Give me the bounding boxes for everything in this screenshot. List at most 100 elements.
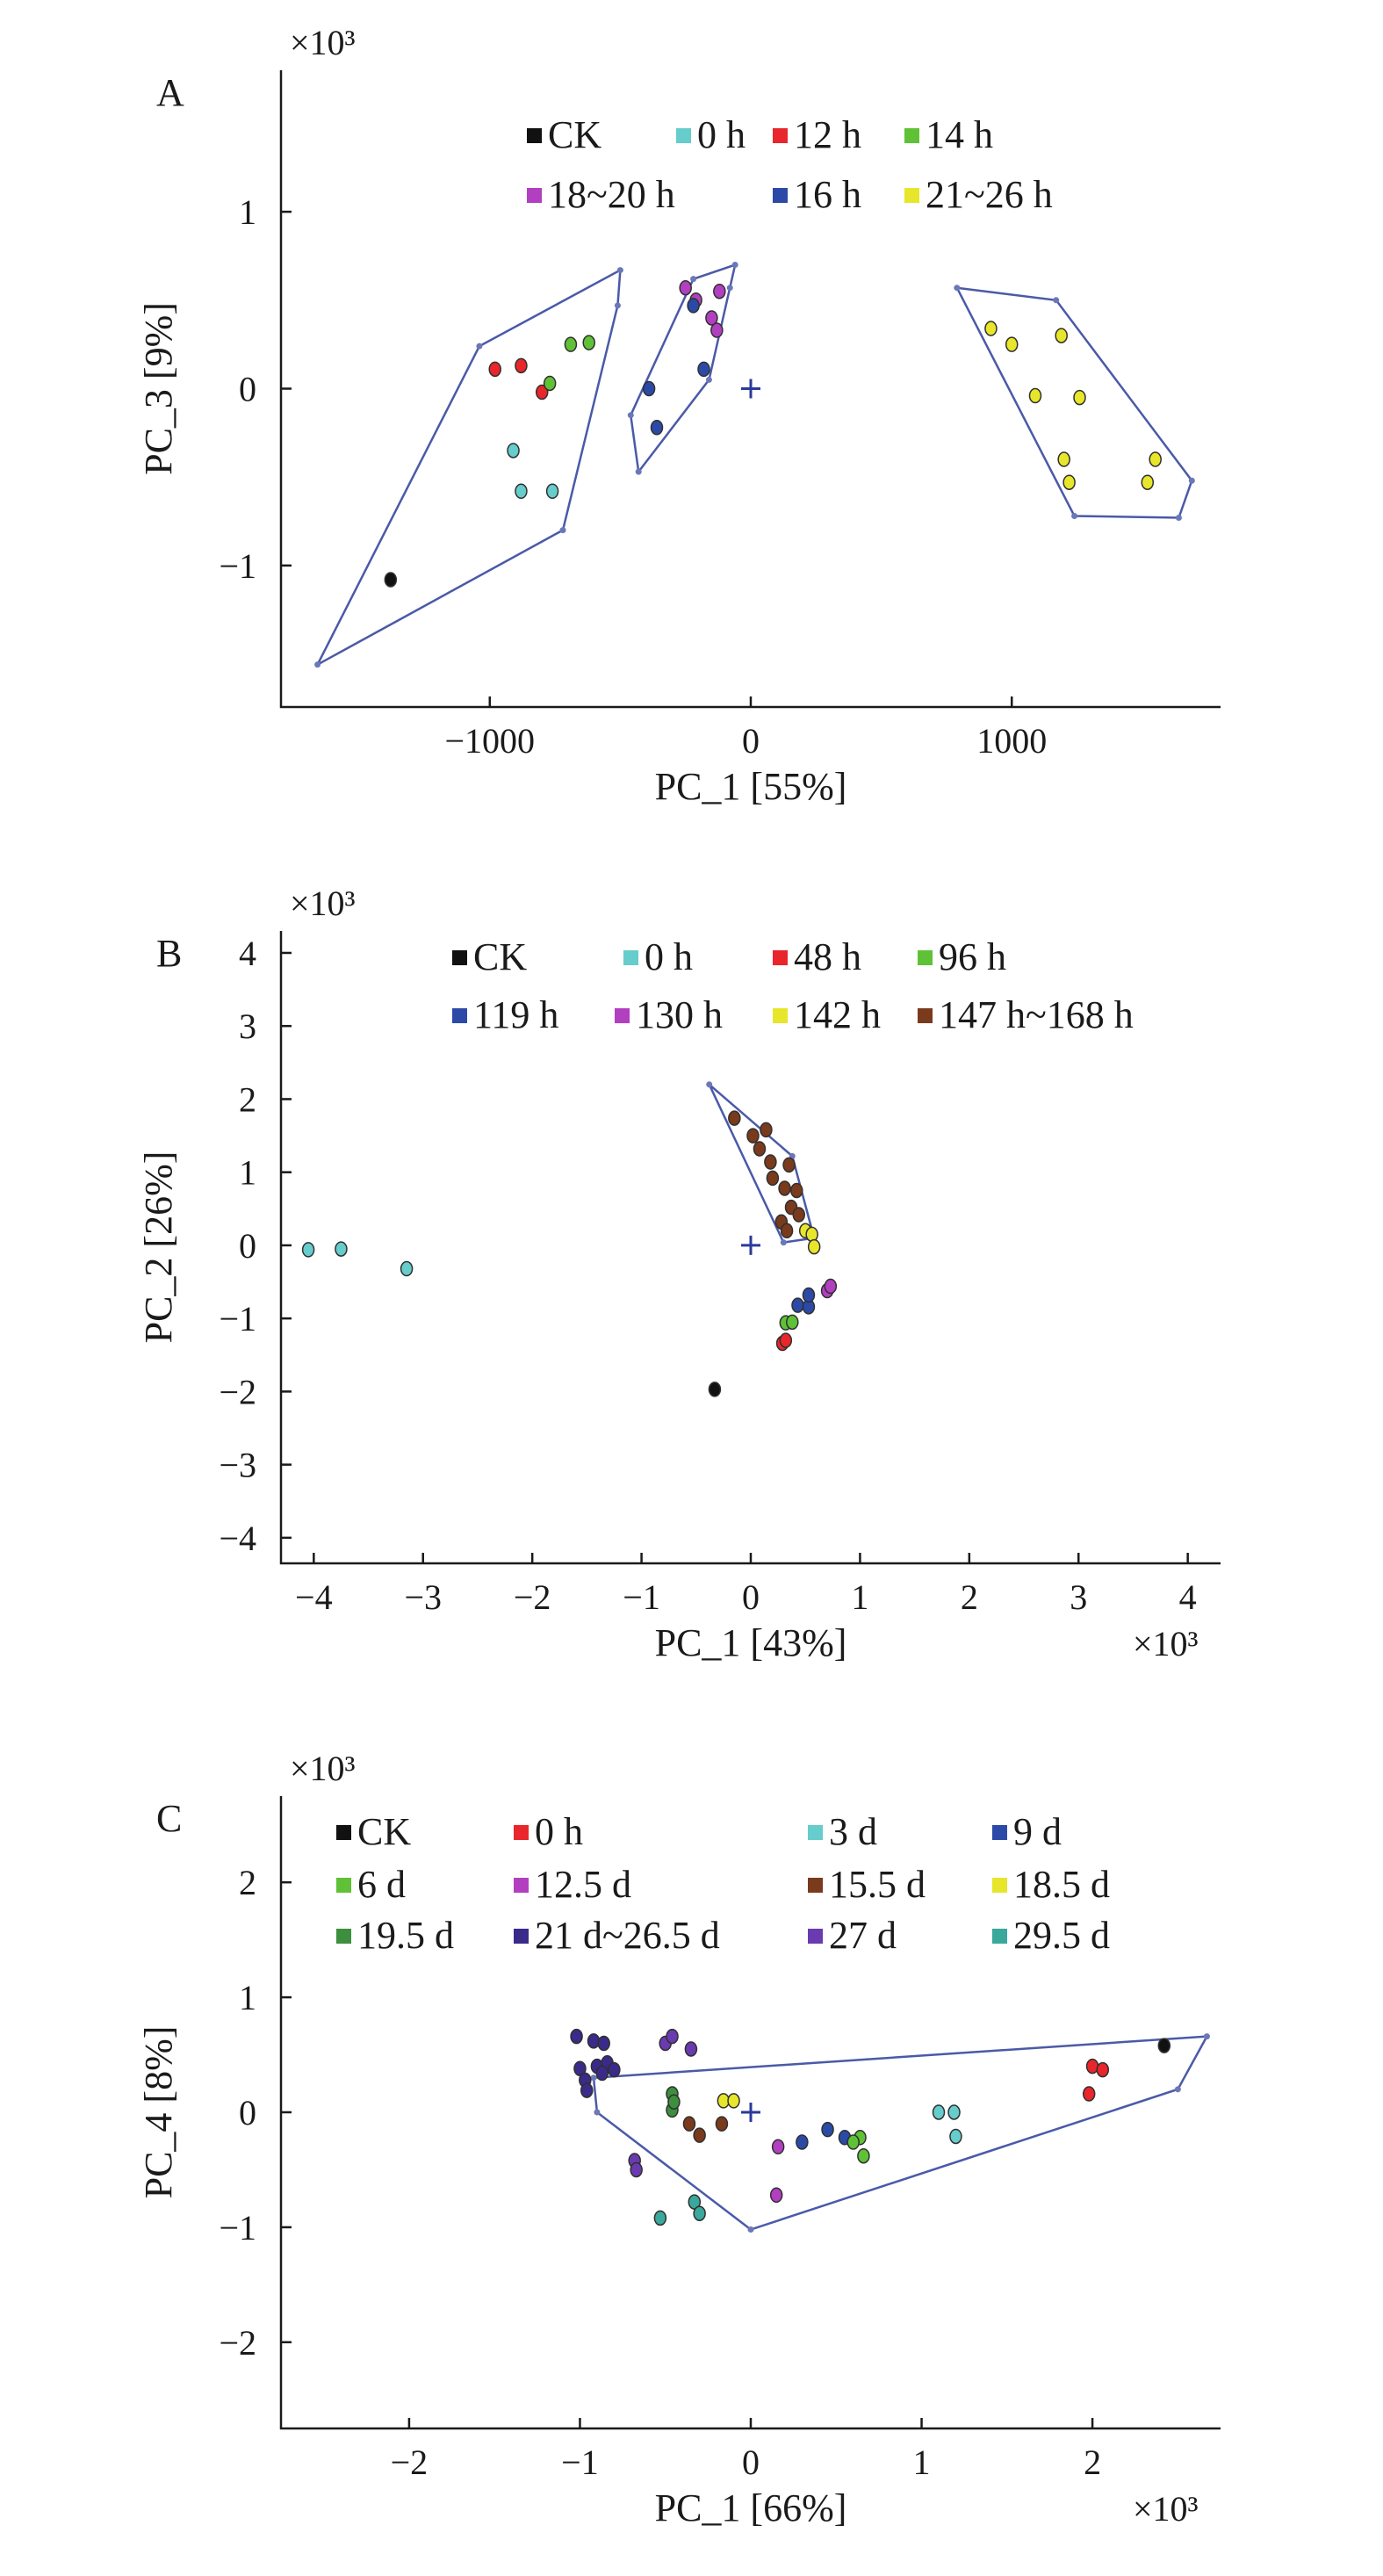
panel-label: C — [156, 1797, 182, 1840]
data-point — [515, 483, 528, 500]
data-point — [786, 1314, 799, 1331]
data-point — [1157, 2038, 1171, 2053]
data-point — [1057, 451, 1070, 467]
legend-label: 9 d — [1013, 1810, 1062, 1853]
data-point — [384, 572, 398, 588]
hull-vertex — [706, 1081, 713, 1088]
data-point — [728, 1110, 741, 1126]
hull-vertex — [594, 2109, 601, 2116]
y-multiplier: ×10³ — [290, 23, 356, 62]
legend-swatch — [808, 1825, 823, 1840]
y-tick-label: −1 — [219, 546, 256, 586]
x-multiplier: ×10³ — [1133, 1624, 1199, 1663]
y-tick-label: 2 — [239, 1079, 256, 1119]
x-tick-label: 0 — [742, 1577, 760, 1617]
x-axis-label: PC_1 [55%] — [655, 765, 847, 808]
legend-label: 12.5 d — [535, 1863, 631, 1906]
legend: CK 0 h 48 h 96 h 119 h 130 h 142 h 147 h~168 h — [452, 935, 1134, 1036]
data-point — [708, 1382, 722, 1397]
hull-vertex — [731, 262, 738, 269]
data-point — [778, 1180, 791, 1196]
data-point — [400, 1260, 414, 1277]
hull-vertex — [1071, 513, 1078, 519]
data-point — [301, 1242, 315, 1258]
legend-label: CK — [473, 935, 527, 978]
hull-vertex — [747, 2226, 754, 2233]
legend-label: 147 h~168 h — [939, 993, 1134, 1036]
hull-vertex — [1053, 297, 1060, 304]
hull-vertex — [726, 285, 733, 292]
data-point — [1073, 389, 1086, 406]
data-point — [802, 1287, 816, 1303]
panel-b: −4 −3 −2 −1 0 1 2 3 4 4 3 2 1 0 −1 −2 −3 −4 PC_1 [43%] PC_2… — [137, 884, 1221, 1664]
legend-swatch — [623, 950, 638, 965]
hull-vertex — [1175, 515, 1182, 522]
data-point — [771, 2139, 785, 2155]
legend-label: 3 d — [829, 1810, 877, 1853]
data-point — [650, 420, 664, 436]
x-tick-label: 0 — [742, 721, 760, 761]
hull-vertex — [1188, 477, 1195, 484]
legend-swatch — [808, 1878, 823, 1893]
y-tick-label: 3 — [239, 1007, 256, 1046]
data-point — [932, 2104, 946, 2120]
data-point — [682, 2116, 696, 2132]
hull-vertex — [705, 376, 712, 383]
legend-label: 0 h — [535, 1810, 583, 1853]
data-point — [746, 1128, 760, 1144]
origin-marker — [741, 1235, 760, 1255]
data-point — [679, 279, 692, 296]
legend-swatch — [615, 1008, 630, 1023]
data-point — [947, 2104, 961, 2120]
legend-swatch — [336, 1929, 351, 1944]
data-point — [595, 2065, 609, 2082]
data-point — [792, 1207, 805, 1223]
hull-vertex — [635, 468, 642, 475]
x-tick-label: −2 — [514, 1577, 551, 1617]
origin-marker — [741, 2103, 760, 2122]
hull-vertex — [590, 2075, 597, 2082]
legend-swatch — [452, 1008, 467, 1023]
data-point — [642, 380, 656, 397]
data-point — [693, 2127, 706, 2143]
panel-c: −2 −1 0 1 2 2 1 0 −1 −2 PC_1 [66%] PC_4 [8%] C ×10³ ×1… — [137, 1749, 1221, 2529]
data-point — [710, 322, 724, 338]
x-tick-label: −3 — [404, 1577, 442, 1617]
hull-vertex — [1174, 2086, 1181, 2093]
y-tick-label: 0 — [239, 370, 256, 409]
cluster-hull — [592, 2035, 1209, 2231]
data-point — [597, 2035, 610, 2052]
y-tick-label: 2 — [239, 1863, 256, 1902]
data-point — [653, 2210, 667, 2226]
y-tick-label: 0 — [239, 2093, 256, 2132]
x-tick-label: 1000 — [976, 721, 1047, 761]
y-tick-label: 1 — [239, 1153, 256, 1193]
x-tick-label: 4 — [1179, 1577, 1197, 1617]
data-point — [846, 2134, 860, 2150]
legend-label: 18~20 h — [548, 173, 675, 216]
data-point — [1096, 2061, 1110, 2078]
data-point — [1141, 474, 1155, 490]
data-point — [805, 1226, 818, 1243]
data-point — [824, 1278, 838, 1295]
legend-label: 0 h — [697, 113, 746, 156]
legend-label: 130 h — [636, 993, 723, 1036]
legend-swatch — [992, 1825, 1007, 1840]
legend-swatch — [452, 950, 467, 965]
y-tick-label: −1 — [219, 2208, 256, 2248]
data-point — [753, 1141, 767, 1157]
y-tick-label: −1 — [219, 1299, 256, 1339]
legend-label: 18.5 d — [1013, 1863, 1110, 1906]
data-point — [543, 375, 557, 392]
x-tick-label: −1 — [623, 1577, 660, 1617]
y-tick-label: 4 — [239, 934, 256, 973]
legend-label: 29.5 d — [1013, 1914, 1110, 1957]
legend-swatch — [527, 128, 542, 143]
data-point — [684, 2041, 698, 2057]
x-tick-label: 0 — [742, 2443, 760, 2482]
legend-label: 14 h — [926, 113, 993, 156]
hull-vertex — [614, 302, 621, 309]
y-tick-label: 1 — [239, 1978, 256, 2017]
data-point — [807, 1238, 821, 1255]
data-point — [507, 443, 520, 458]
